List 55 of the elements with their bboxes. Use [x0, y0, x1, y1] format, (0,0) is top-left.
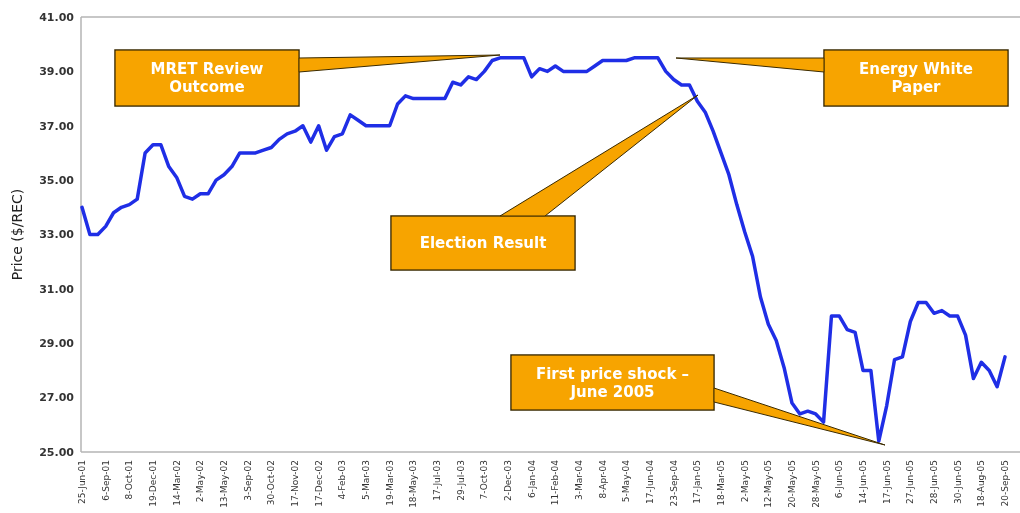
x-tick-label: 28-Jun-05 — [929, 460, 939, 504]
y-tick-label: 35.00 — [39, 173, 75, 187]
x-tick-label: 20-May-05 — [787, 460, 797, 508]
y-tick-label: 31.00 — [39, 282, 75, 296]
x-tick-label: 17-Jul-03 — [432, 460, 442, 501]
x-tick-label: 5-Mar-03 — [361, 460, 371, 501]
x-tick-label: 19-Dec-01 — [148, 460, 158, 507]
y-tick-label: 27.00 — [39, 391, 75, 405]
x-tick-label: 25-Jun-01 — [77, 460, 87, 504]
x-tick-label: 3-Mar-04 — [574, 459, 584, 501]
x-tick-label: 14-Mar-02 — [171, 460, 182, 506]
y-tick-label: 25.00 — [39, 445, 75, 459]
line-series — [80, 56, 1007, 443]
x-tick-label: 23-Sep-04 — [668, 459, 679, 507]
y-tick-label: 33.00 — [39, 228, 75, 242]
x-tick-label: 17-Jan-05 — [692, 460, 703, 504]
x-tick-label: 6-Jan-04 — [526, 459, 537, 499]
annotation: Election Result — [419, 234, 547, 253]
x-tick-label: 12-May-05 — [763, 460, 774, 508]
x-tick-label: 14-Jun-05 — [858, 460, 868, 504]
x-tick-label: 6-Jun-05 — [834, 460, 845, 499]
x-tick-label: 5-May-04 — [621, 459, 632, 503]
x-tick-label: 29-Jul-03 — [455, 460, 466, 501]
x-tick-label: 3-Sep-02 — [242, 460, 253, 501]
x-tick-label: 2-May-02 — [195, 460, 206, 503]
x-tick-label: 6-Sep-01 — [100, 460, 111, 501]
annotation: Energy White Paper — [859, 60, 973, 97]
x-tick-label: 8-Apr-04 — [597, 459, 608, 499]
x-tick-label: 18-Mar-05 — [716, 460, 726, 506]
x-tick-label: 11-Feb-04 — [550, 459, 561, 506]
y-tick-label: 37.00 — [39, 119, 75, 133]
y-tick-label: 29.00 — [39, 337, 75, 351]
x-tick-label: 2-Dec-03 — [503, 460, 513, 502]
annotation: MRET Review Outcome — [150, 60, 264, 97]
x-tick-label: 30-Oct-02 — [266, 460, 277, 506]
x-tick-label: 2-May-05 — [739, 460, 750, 503]
x-tick-label: 17-Jun-05 — [881, 460, 892, 504]
x-tick-label: 7-Oct-03 — [479, 460, 490, 500]
y-axis-title: Price ($/REC) — [9, 188, 25, 281]
annotation: First price shock – June 2005 — [535, 364, 690, 401]
x-tick-label: 17-Dec-02 — [313, 460, 324, 507]
x-tick-label: 30-Jun-05 — [952, 460, 963, 504]
x-tick-label: 8-Oct-01 — [124, 460, 135, 500]
x-tick-label: 17-Nov-02 — [290, 460, 300, 507]
x-tick-label: 4-Feb-03 — [337, 460, 348, 500]
x-tick-label: 27-Jun-05 — [905, 460, 916, 504]
y-tick-label: 39.00 — [39, 65, 75, 79]
y-tick-label: 41.00 — [39, 10, 75, 24]
x-tick-label: 18-May-03 — [408, 460, 419, 508]
x-tick-label: 18-Aug-05 — [976, 460, 987, 507]
x-tick-label: 17-Jun-04 — [645, 459, 655, 504]
x-tick-label: 20-Sep-05 — [1000, 460, 1010, 507]
x-tick-label: 13-May-02 — [219, 460, 229, 508]
x-tick-label: 28-May-05 — [810, 460, 821, 508]
x-tick-label: 19-Mar-03 — [384, 460, 395, 506]
